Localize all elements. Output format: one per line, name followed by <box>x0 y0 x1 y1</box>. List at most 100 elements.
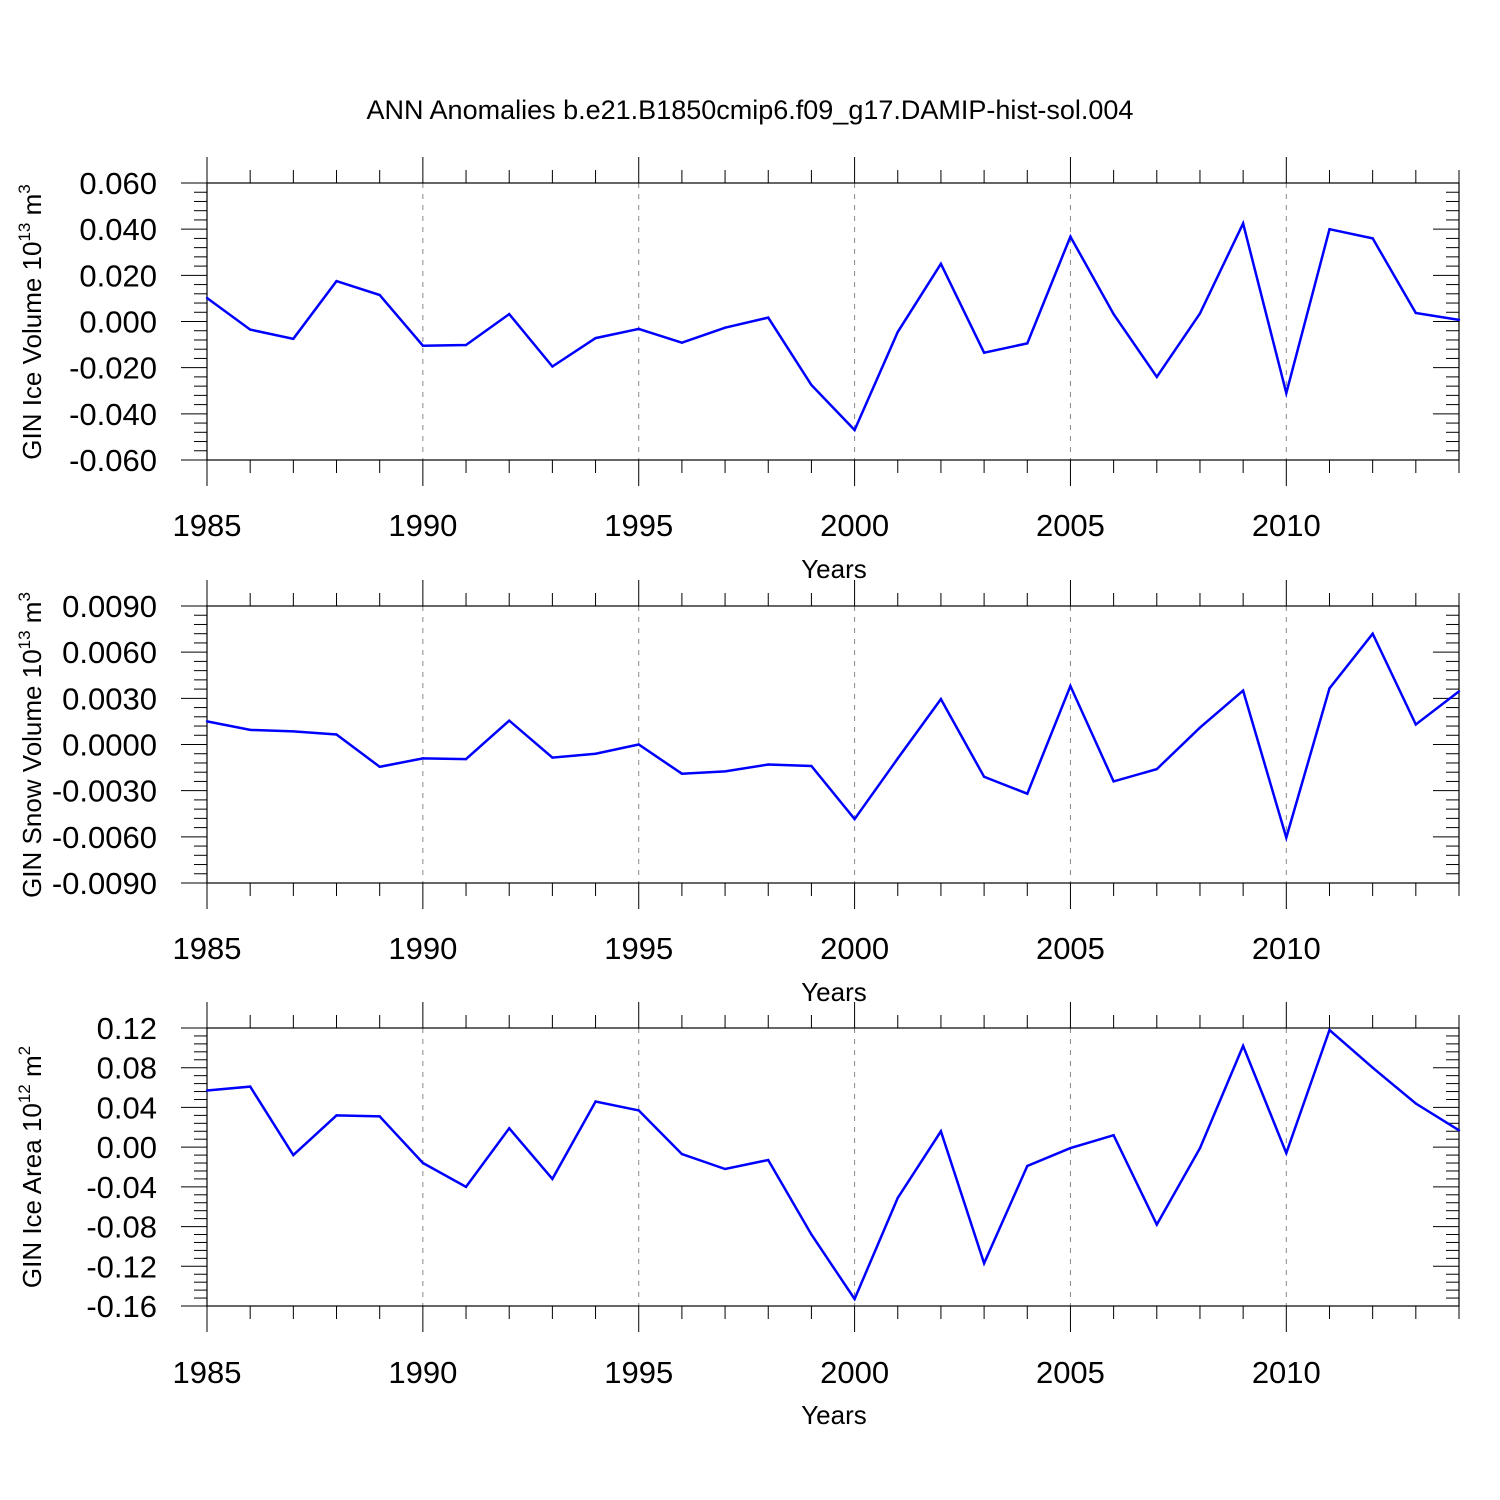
data-point <box>292 730 295 733</box>
data-point <box>335 279 338 283</box>
data-point <box>896 757 899 760</box>
data-point <box>810 764 813 768</box>
data-point <box>378 293 381 297</box>
data-point <box>982 351 986 354</box>
data-point <box>1371 1066 1374 1069</box>
x-tick-label: 2000 <box>820 508 889 543</box>
data-point <box>1241 1044 1245 1048</box>
y-tick-label: 0.060 <box>79 166 157 201</box>
x-tick-label: 2010 <box>1252 931 1321 966</box>
y-tick-label: -0.16 <box>86 1289 157 1324</box>
data-point <box>767 316 770 319</box>
data-point <box>723 770 727 773</box>
plot-frame <box>206 182 1460 461</box>
y-tick-label: 0.12 <box>97 1011 157 1046</box>
data-point <box>248 328 252 331</box>
panel-snow-volume: 1985 1990 1995 2000 2005 2010 Years 0.0090 0.006… <box>15 580 1461 1007</box>
x-tick-label: 1985 <box>173 1355 242 1390</box>
y-tick-label: 0.0060 <box>62 635 157 670</box>
x-tick-label: 2010 <box>1252 1355 1321 1390</box>
x-tick-label: 2000 <box>820 931 889 966</box>
data-point <box>637 327 640 331</box>
y-tick-label: -0.020 <box>69 351 157 386</box>
data-point <box>1371 632 1374 635</box>
data-point <box>508 312 511 316</box>
x-tick-label: 1995 <box>604 1355 673 1390</box>
x-tick-label: 2005 <box>1036 508 1105 543</box>
data-point <box>1414 311 1418 315</box>
data-point <box>939 1130 943 1133</box>
series-line-snow-volume <box>206 631 1460 843</box>
data-point <box>1198 312 1202 315</box>
data-point <box>1112 312 1115 316</box>
x-tick-label: 1990 <box>388 1355 457 1390</box>
panel-ice-area: 1985 1990 1995 2000 2005 2010 Years 0.12 0.08 0.0… <box>15 1002 1461 1430</box>
data-point <box>896 330 899 334</box>
data-point <box>723 326 727 329</box>
y-tick-label: 0.000 <box>79 305 157 340</box>
data-point <box>1069 235 1072 238</box>
x-tick-label: 1995 <box>604 508 673 543</box>
data-point <box>637 743 640 746</box>
x-tick-label: 2005 <box>1036 931 1105 966</box>
data-point <box>594 752 597 755</box>
plot-frame <box>206 605 1460 884</box>
y-tick-label: -0.0030 <box>52 774 157 809</box>
series-line-ice-volume <box>206 219 1460 433</box>
data-point <box>1112 780 1115 783</box>
data-point <box>421 344 425 347</box>
data-point <box>335 733 338 736</box>
data-point <box>1198 1146 1202 1150</box>
y-tick-label: -0.12 <box>86 1249 157 1284</box>
y-tick-label: 0.00 <box>97 1130 157 1165</box>
data-point <box>378 765 381 769</box>
data-point <box>982 1262 986 1265</box>
series-line-ice-area <box>206 1027 1460 1302</box>
data-point <box>1241 689 1245 692</box>
data-point <box>1069 1146 1072 1150</box>
y-axis-title: GIN Ice Volume 1013 m3 <box>15 184 47 460</box>
x-axis-title: Years <box>801 977 867 1007</box>
data-point <box>205 296 209 300</box>
data-point <box>1457 318 1461 322</box>
data-point <box>896 1196 899 1199</box>
data-point <box>1026 342 1029 345</box>
x-tick-label: 1995 <box>604 931 673 966</box>
y-tick-label: 0.0090 <box>62 589 157 624</box>
data-point <box>508 719 511 722</box>
data-point <box>594 336 597 340</box>
data-point <box>464 1185 468 1189</box>
data-point <box>421 1161 425 1165</box>
data-point <box>1457 690 1461 693</box>
data-point <box>292 337 295 341</box>
data-point <box>939 262 943 265</box>
data-point <box>1026 792 1029 795</box>
y-tick-label: 0.040 <box>79 212 157 247</box>
data-point <box>1155 767 1158 771</box>
y-tick-label: 0.04 <box>97 1090 157 1125</box>
data-point <box>1457 1129 1461 1132</box>
data-point <box>421 757 425 760</box>
x-axis-title: Years <box>801 554 867 584</box>
data-point <box>1069 684 1072 688</box>
data-point <box>205 1089 209 1092</box>
data-point <box>1414 723 1418 726</box>
panel-ice-volume: 1985 1990 1995 2000 2005 2010 Years 0.060 0.040 0… <box>15 157 1461 584</box>
chart-title: ANN Anomalies b.e21.B1850cmip6.f09_g17.D… <box>367 95 1134 125</box>
data-point <box>464 757 468 761</box>
plot-frame <box>206 1027 1460 1307</box>
y-tick-label: 0.08 <box>97 1051 157 1086</box>
data-point <box>982 775 986 779</box>
data-point <box>1414 1102 1418 1105</box>
data-point <box>1328 1028 1331 1032</box>
data-point <box>248 1085 252 1088</box>
x-tick-label: 2010 <box>1252 508 1321 543</box>
data-point <box>1328 227 1331 231</box>
data-point <box>378 1115 381 1118</box>
data-point <box>551 1177 554 1181</box>
data-point <box>1371 237 1374 240</box>
y-tick-label: -0.040 <box>69 397 157 432</box>
y-tick-label: -0.04 <box>86 1170 157 1205</box>
data-point <box>767 1158 770 1162</box>
